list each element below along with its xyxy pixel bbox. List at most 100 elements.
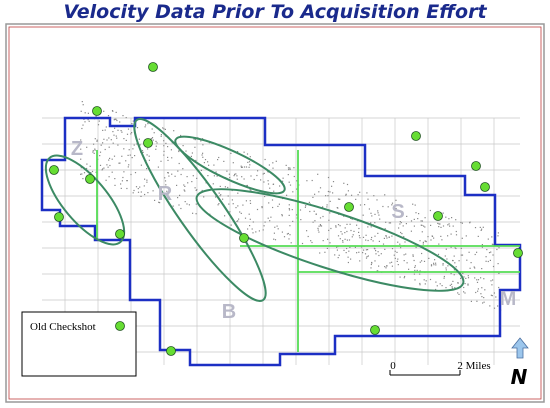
data-point — [371, 215, 373, 217]
data-point — [498, 247, 500, 249]
data-point — [347, 256, 349, 258]
data-point — [389, 262, 391, 264]
data-point — [182, 145, 184, 147]
data-point — [482, 302, 484, 304]
data-point — [367, 198, 369, 200]
data-point — [349, 246, 351, 248]
data-point — [474, 253, 476, 256]
data-point — [301, 242, 304, 245]
data-point — [449, 284, 451, 286]
data-point — [491, 295, 493, 297]
data-point — [163, 150, 165, 152]
data-point — [275, 160, 277, 162]
data-point — [371, 262, 373, 264]
data-point — [229, 211, 231, 213]
data-point — [442, 264, 444, 266]
data-point — [207, 161, 209, 163]
data-point — [167, 146, 169, 148]
data-point — [80, 158, 82, 160]
data-point — [121, 180, 123, 182]
data-point — [213, 164, 215, 166]
data-point — [492, 279, 494, 281]
data-point — [80, 110, 82, 112]
data-point — [289, 184, 292, 186]
data-point — [313, 210, 315, 212]
data-point — [136, 127, 139, 129]
data-point — [464, 283, 466, 285]
data-point — [193, 138, 195, 140]
data-point — [90, 172, 92, 174]
data-point — [300, 219, 302, 221]
data-point — [447, 224, 449, 226]
data-point — [384, 266, 386, 268]
data-point — [105, 126, 107, 128]
data-point — [382, 205, 384, 208]
data-point — [475, 291, 477, 294]
data-point — [397, 241, 399, 243]
data-point — [80, 167, 82, 169]
survey-outline — [40, 116, 522, 367]
data-point — [278, 203, 280, 205]
data-point — [413, 273, 415, 275]
data-point — [134, 172, 137, 174]
data-point — [445, 248, 447, 250]
data-point — [227, 186, 229, 189]
data-point — [419, 284, 421, 286]
data-point — [364, 204, 366, 206]
data-point — [81, 127, 83, 130]
data-point — [270, 216, 272, 218]
data-point — [289, 225, 291, 227]
data-point — [359, 237, 361, 239]
data-point — [87, 119, 89, 121]
data-point — [421, 231, 423, 233]
data-point — [139, 186, 141, 188]
data-point — [151, 137, 154, 139]
data-point — [155, 140, 157, 142]
data-point — [109, 157, 111, 159]
data-point — [119, 162, 121, 164]
data-point — [335, 225, 337, 227]
data-point — [164, 128, 166, 130]
data-point — [279, 185, 281, 187]
data-point — [441, 239, 443, 241]
data-point — [177, 170, 179, 172]
data-point — [113, 134, 115, 136]
data-point — [389, 222, 392, 224]
data-point — [237, 220, 239, 222]
data-point — [126, 180, 128, 182]
data-point — [319, 217, 322, 219]
data-point — [460, 254, 462, 256]
data-point — [112, 142, 114, 144]
data-point — [454, 262, 456, 264]
data-point — [453, 255, 455, 257]
data-point — [203, 162, 205, 164]
data-point — [312, 221, 314, 223]
data-point — [445, 269, 447, 271]
data-point — [237, 205, 239, 207]
data-point — [113, 155, 116, 157]
data-point — [491, 236, 493, 238]
data-point — [367, 239, 369, 242]
data-point — [496, 248, 498, 251]
data-point — [148, 159, 150, 161]
data-point — [194, 146, 196, 148]
data-point — [204, 159, 207, 161]
data-point — [465, 277, 467, 279]
data-point — [351, 236, 353, 238]
data-point — [111, 171, 113, 173]
data-point — [388, 236, 390, 238]
data-point — [287, 167, 290, 169]
data-point — [423, 260, 426, 262]
data-point — [92, 151, 94, 153]
data-point — [408, 268, 410, 270]
data-point — [236, 220, 238, 223]
data-point — [293, 175, 295, 178]
data-point — [142, 151, 144, 153]
data-point — [93, 143, 95, 145]
data-point — [249, 156, 251, 158]
data-point — [82, 178, 84, 180]
data-point — [296, 188, 298, 190]
data-point — [268, 164, 270, 166]
data-point — [422, 241, 424, 243]
data-point — [395, 199, 397, 201]
